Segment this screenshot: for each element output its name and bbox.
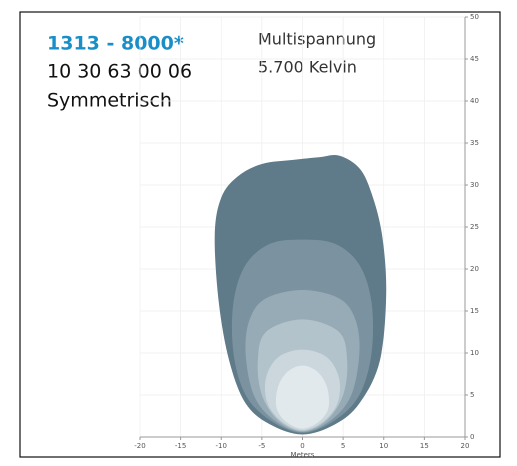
y-tick-label: 5 [470,391,474,399]
x-tick-label: 20 [461,442,470,450]
y-tick-label: 30 [470,181,479,189]
x-tick-label: -10 [216,442,227,450]
article-code: 10 30 63 00 06 [47,61,192,83]
x-tick-label: 10 [379,442,388,450]
x-axis-label: Meters [291,451,315,459]
y-tick-label: 10 [470,349,479,357]
y-tick-label: 45 [470,55,479,63]
y-tick-label: 25 [470,223,479,231]
y-tick-label: 15 [470,307,479,315]
x-tick-label: -15 [175,442,186,450]
x-tick-label: 5 [341,442,345,450]
y-tick-label: 20 [470,265,479,273]
y-tick-label: 35 [470,139,479,147]
frame [19,11,501,458]
color-temperature: 5.700 Kelvin [258,58,357,77]
x-tick-label: 15 [420,442,429,450]
y-tick-label: 0 [470,433,474,441]
isolux-contour [275,365,330,429]
x-tick-label: -5 [258,442,265,450]
product-number: 1313 - 8000* [47,33,184,55]
x-tick-label: -20 [134,442,145,450]
x-tick-label: 0 [300,442,304,450]
voltage: Multispannung [258,30,376,49]
beam-pattern: Symmetrisch [47,90,172,112]
y-tick-label: 50 [470,13,479,21]
y-tick-label: 40 [470,97,479,105]
